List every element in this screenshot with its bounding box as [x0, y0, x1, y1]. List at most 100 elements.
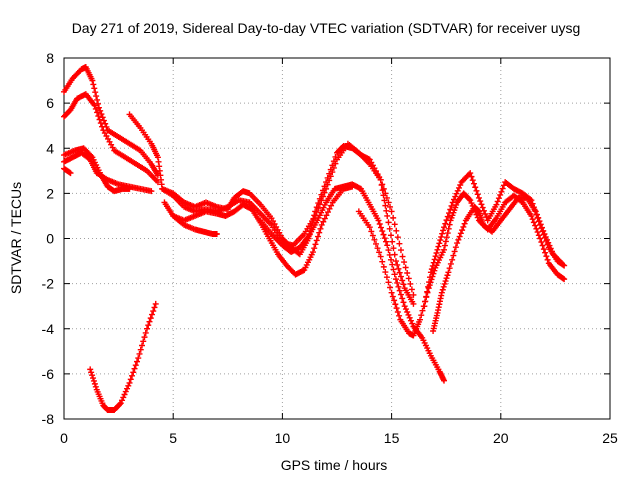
data-point: [379, 181, 386, 188]
data-point: [445, 269, 452, 276]
x-tick-label: 10: [275, 430, 291, 446]
data-point: [386, 251, 393, 258]
data-point: [317, 225, 324, 232]
data-point: [380, 185, 387, 192]
data-point: [399, 277, 406, 284]
data-point: [532, 208, 539, 215]
data-point: [132, 362, 139, 369]
data-point: [467, 197, 474, 204]
data-point: [376, 220, 383, 227]
data-point: [558, 260, 565, 267]
x-tick-label: 0: [60, 430, 68, 446]
data-point: [468, 200, 475, 207]
data-point: [395, 283, 402, 290]
data-point: [92, 89, 99, 96]
data-point: [389, 261, 396, 268]
data-point: [468, 173, 475, 180]
data-point: [530, 219, 537, 226]
data-point: [381, 235, 388, 242]
data-point: [438, 233, 445, 240]
data-point: [309, 249, 316, 256]
data-point: [402, 264, 409, 271]
data-point: [499, 185, 506, 192]
data-point: [543, 236, 550, 243]
data-point: [424, 288, 431, 295]
data-point: [324, 209, 331, 216]
data-point: [319, 193, 326, 200]
data-point: [539, 242, 546, 249]
data-point: [446, 265, 453, 272]
data-point: [445, 225, 452, 232]
data-point: [493, 201, 500, 208]
data-point: [407, 280, 414, 287]
data-point: [427, 269, 434, 276]
data-point: [455, 184, 462, 191]
data-point: [400, 299, 407, 306]
data-point: [469, 177, 476, 184]
data-point: [391, 271, 398, 278]
data-point: [533, 211, 540, 218]
data-point: [91, 380, 98, 387]
data-point: [385, 247, 392, 254]
data-point: [482, 211, 489, 218]
data-point: [326, 205, 333, 212]
data-point: [387, 284, 394, 291]
data-point: [94, 109, 101, 116]
data-point: [540, 227, 547, 234]
data-point: [453, 190, 460, 197]
data-point: [447, 206, 454, 213]
data-point: [93, 93, 100, 100]
data-point: [131, 365, 138, 372]
series-track-l: [430, 194, 565, 335]
data-point: [467, 170, 474, 177]
data-point: [538, 224, 545, 231]
data-point: [314, 233, 321, 240]
data-point: [544, 256, 551, 263]
data-point: [151, 304, 158, 311]
data-point: [374, 245, 381, 252]
data-point: [380, 263, 387, 270]
data-point: [472, 184, 479, 191]
data-point: [479, 204, 486, 211]
data-point: [545, 239, 552, 246]
data-point: [406, 314, 413, 321]
data-point: [409, 320, 416, 327]
data-point: [441, 246, 448, 253]
data-point: [446, 210, 453, 217]
data-point: [391, 221, 398, 228]
data-point: [376, 249, 383, 256]
data-point: [311, 245, 318, 252]
data-point: [452, 244, 459, 251]
data-point: [371, 236, 378, 243]
series-track-n: [61, 165, 74, 177]
data-point: [379, 228, 386, 235]
data-point: [540, 246, 547, 253]
data-point: [537, 221, 544, 228]
data-point: [426, 274, 433, 281]
data-point: [542, 249, 549, 256]
data-point: [388, 289, 395, 296]
data-point: [444, 272, 451, 279]
data-point: [148, 188, 155, 195]
data-point: [402, 306, 409, 313]
data-point: [452, 193, 459, 200]
data-point: [383, 274, 390, 281]
data-point: [130, 369, 137, 376]
data-point: [135, 355, 142, 362]
data-point: [447, 260, 454, 267]
data-point: [145, 322, 152, 329]
data-point: [405, 311, 412, 318]
data-point: [316, 229, 323, 236]
data-point: [439, 230, 446, 237]
data-point: [449, 199, 456, 206]
data-point: [436, 240, 443, 247]
data-point: [547, 245, 554, 252]
data-point: [96, 116, 103, 123]
x-tick-label: 5: [169, 430, 177, 446]
data-point: [444, 213, 451, 220]
data-point: [379, 258, 386, 265]
y-tick-label: -4: [42, 321, 55, 337]
data-point: [410, 300, 417, 307]
data-point: [329, 169, 336, 176]
